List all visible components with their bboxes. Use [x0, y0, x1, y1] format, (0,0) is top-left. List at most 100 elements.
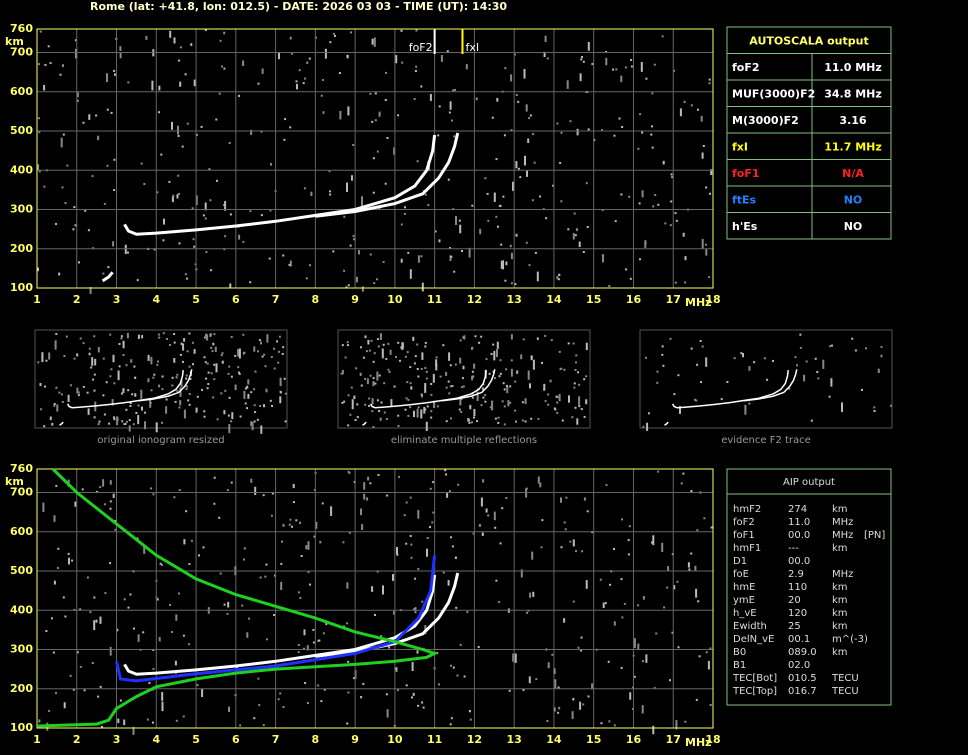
noise [360, 508, 362, 516]
noise [183, 409, 186, 419]
x-tick-label: 7 [272, 293, 280, 306]
noise [416, 160, 419, 163]
thumbnail-trace [369, 370, 487, 409]
noise [652, 725, 655, 735]
noise [147, 378, 150, 383]
noise [600, 722, 603, 725]
noise [97, 423, 100, 425]
noise [679, 406, 681, 414]
noise [459, 224, 462, 234]
noise [498, 601, 501, 604]
x-tick-label: 12 [467, 293, 482, 306]
noise [405, 542, 408, 545]
noise [74, 224, 77, 227]
noise [521, 401, 524, 404]
noise [651, 541, 653, 544]
noise [137, 415, 140, 425]
noise [582, 251, 585, 253]
noise [79, 608, 82, 611]
aip-table: AIP output hmF2 274 km foF2 11.0 MHz foF1 00.0 MH… [726, 468, 892, 706]
noise [586, 510, 589, 513]
y-tick-label: 100 [10, 281, 33, 294]
noise [429, 487, 432, 490]
noise [109, 500, 112, 503]
noise [356, 276, 358, 283]
noise [524, 155, 526, 166]
noise [651, 125, 653, 128]
noise [387, 342, 390, 345]
noise [352, 144, 355, 146]
noise [187, 399, 190, 402]
noise [160, 153, 163, 156]
noise [805, 360, 808, 363]
noise [97, 347, 100, 353]
noise [803, 374, 806, 382]
noise [458, 219, 461, 222]
noise [468, 421, 471, 424]
noise [647, 412, 650, 415]
noise [471, 375, 474, 381]
noise [556, 276, 559, 280]
noise [189, 377, 192, 380]
noise [504, 67, 507, 70]
noise [415, 65, 418, 68]
noise [51, 422, 54, 426]
noise [500, 260, 503, 269]
y-axis-label: km [5, 475, 24, 488]
noise [679, 108, 682, 117]
thumbnail-caption: eliminate multiple reflections [391, 435, 537, 446]
noise [567, 342, 570, 345]
noise [302, 82, 305, 85]
noise [352, 235, 355, 238]
noise [585, 580, 588, 589]
noise [509, 401, 512, 404]
noise [700, 115, 703, 122]
noise [417, 509, 420, 519]
aip-cell: B1 [733, 660, 746, 671]
x-tick-label: 2 [73, 293, 81, 306]
noise [205, 251, 208, 254]
noise [89, 287, 92, 295]
noise [451, 545, 454, 548]
noise [529, 592, 532, 598]
noise [165, 398, 168, 401]
noise [537, 476, 540, 484]
row-value: 11.0 MHz [824, 61, 882, 74]
noise [403, 212, 406, 215]
x-tick-label: 16 [626, 293, 642, 306]
noise [537, 417, 540, 420]
noise [605, 51, 608, 53]
x-tick-label: 10 [387, 293, 403, 306]
noise [253, 420, 256, 423]
noise [212, 396, 215, 399]
noise [193, 79, 196, 87]
noise [350, 31, 352, 34]
noise [346, 344, 349, 347]
noise [565, 496, 568, 499]
noise [237, 366, 240, 369]
noise [185, 374, 188, 377]
noise [165, 406, 168, 414]
noise [424, 345, 427, 348]
noise [299, 597, 302, 599]
noise [435, 356, 438, 359]
noise [266, 334, 269, 343]
noise [697, 108, 699, 111]
noise [512, 653, 515, 662]
noise [68, 557, 70, 565]
noise [553, 707, 556, 712]
noise [873, 410, 876, 412]
noise [43, 185, 46, 188]
noise [343, 625, 345, 628]
noise [227, 601, 230, 608]
noise [212, 342, 215, 346]
x-tick-label: 5 [192, 733, 200, 746]
noise [709, 647, 712, 650]
noise [243, 547, 246, 550]
noise [371, 398, 374, 405]
noise [83, 689, 86, 692]
noise [527, 370, 530, 380]
noise [361, 524, 364, 531]
noise [292, 483, 295, 489]
